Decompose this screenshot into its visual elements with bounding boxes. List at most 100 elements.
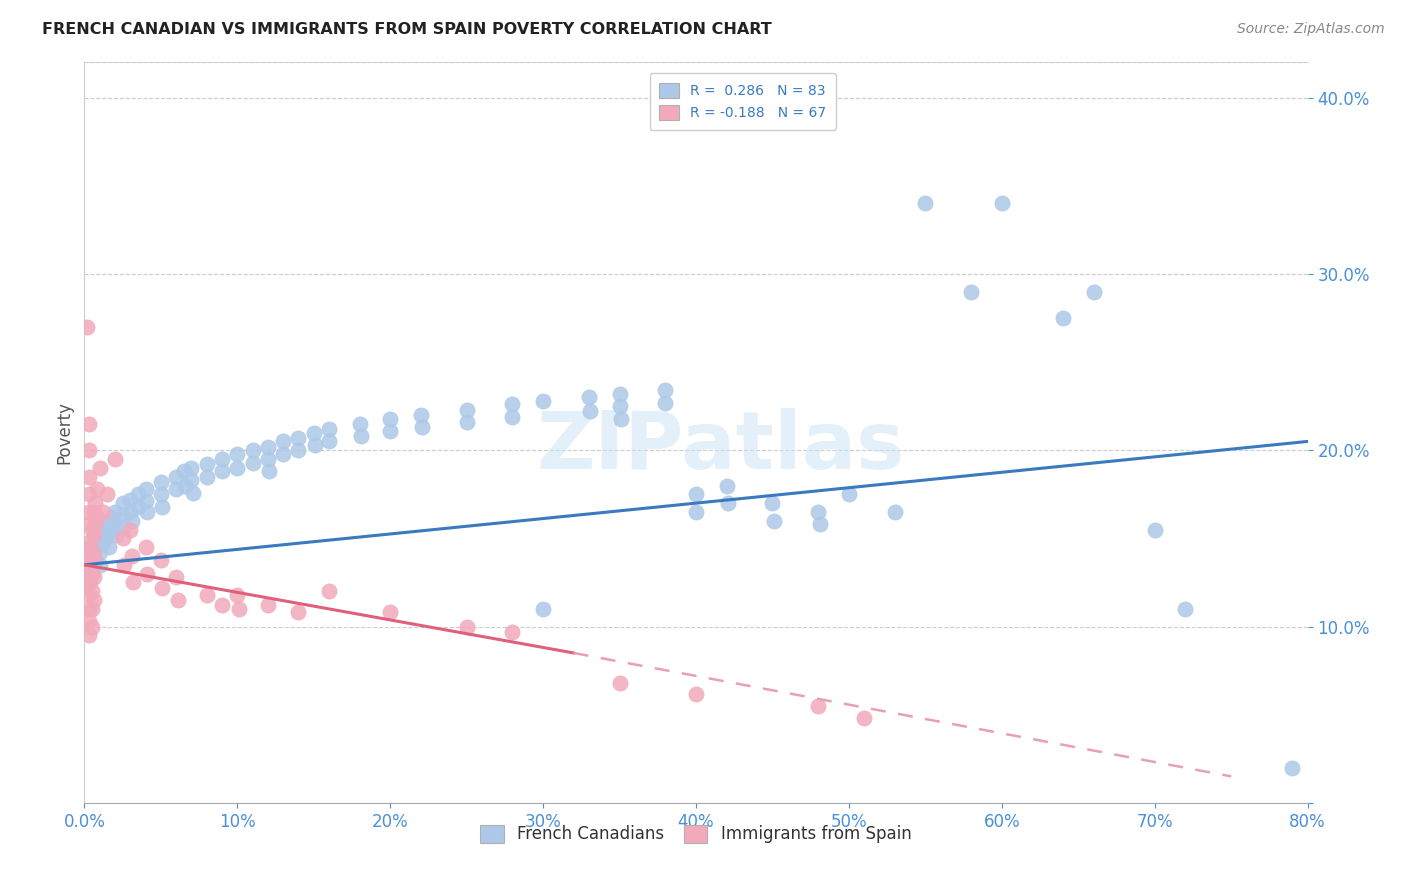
Point — [716, 478, 738, 492]
Point — [165, 570, 187, 584]
Point — [257, 440, 280, 454]
Point — [86, 482, 108, 496]
Point — [135, 482, 157, 496]
Point — [762, 514, 785, 528]
Point — [77, 575, 100, 590]
Point — [1174, 602, 1197, 616]
Point — [808, 517, 831, 532]
Point — [271, 434, 294, 449]
Point — [77, 443, 100, 458]
Point — [79, 549, 101, 563]
Point — [211, 452, 233, 467]
Point — [853, 711, 876, 725]
Point — [287, 606, 309, 620]
Point — [112, 519, 135, 533]
Point — [456, 619, 478, 633]
Point — [149, 475, 172, 489]
Point — [89, 545, 111, 559]
Point — [685, 505, 707, 519]
Point — [77, 417, 100, 431]
Point — [79, 540, 101, 554]
Text: Source: ZipAtlas.com: Source: ZipAtlas.com — [1237, 22, 1385, 37]
Point — [105, 528, 128, 542]
Point — [610, 411, 633, 425]
Point — [77, 566, 100, 581]
Point — [174, 478, 197, 492]
Point — [120, 505, 142, 519]
Point — [136, 505, 159, 519]
Point — [226, 588, 249, 602]
Text: FRENCH CANADIAN VS IMMIGRANTS FROM SPAIN POVERTY CORRELATION CHART: FRENCH CANADIAN VS IMMIGRANTS FROM SPAIN… — [42, 22, 772, 37]
Point — [807, 698, 830, 713]
Point — [195, 588, 218, 602]
Point — [135, 494, 157, 508]
Point — [181, 485, 204, 500]
Point — [228, 602, 250, 616]
Point — [77, 561, 100, 575]
Point — [411, 420, 433, 434]
Point — [80, 552, 103, 566]
Point — [654, 395, 676, 409]
Point — [349, 417, 371, 431]
Point — [1143, 523, 1166, 537]
Point — [609, 399, 631, 413]
Point — [101, 510, 124, 524]
Point — [259, 464, 281, 478]
Point — [807, 505, 830, 519]
Point — [77, 558, 100, 572]
Point — [77, 628, 100, 642]
Point — [456, 402, 478, 417]
Point — [380, 411, 402, 425]
Point — [122, 575, 145, 590]
Point — [271, 447, 294, 461]
Point — [77, 535, 100, 549]
Point — [127, 500, 149, 514]
Point — [211, 464, 233, 478]
Point — [180, 461, 202, 475]
Point — [180, 473, 202, 487]
Point — [991, 196, 1014, 211]
Point — [838, 487, 860, 501]
Point — [96, 517, 118, 532]
Point — [717, 496, 740, 510]
Point — [609, 676, 631, 690]
Point — [84, 517, 107, 532]
Point — [127, 487, 149, 501]
Point — [502, 397, 524, 411]
Point — [149, 552, 172, 566]
Point — [79, 558, 101, 572]
Point — [91, 523, 114, 537]
Point — [77, 487, 100, 501]
Point — [502, 624, 524, 639]
Point — [111, 508, 134, 523]
Point — [531, 602, 554, 616]
Point — [165, 469, 187, 483]
Point — [112, 558, 135, 572]
Point — [195, 469, 218, 483]
Point — [77, 588, 100, 602]
Y-axis label: Poverty: Poverty — [55, 401, 73, 464]
Point — [226, 461, 249, 475]
Point — [91, 535, 114, 549]
Point — [86, 535, 108, 549]
Point — [83, 570, 105, 584]
Point — [80, 566, 103, 581]
Point — [318, 434, 340, 449]
Point — [83, 545, 105, 559]
Point — [195, 458, 218, 472]
Point — [531, 393, 554, 408]
Point — [883, 505, 905, 519]
Point — [211, 599, 233, 613]
Point — [121, 514, 143, 528]
Point — [166, 593, 188, 607]
Point — [149, 487, 172, 501]
Point — [318, 584, 340, 599]
Point — [77, 469, 100, 483]
Point — [83, 549, 105, 563]
Point — [77, 505, 100, 519]
Text: ZIPatlas: ZIPatlas — [536, 409, 904, 486]
Point — [80, 619, 103, 633]
Point — [609, 387, 631, 401]
Point — [111, 496, 134, 510]
Point — [1083, 285, 1105, 299]
